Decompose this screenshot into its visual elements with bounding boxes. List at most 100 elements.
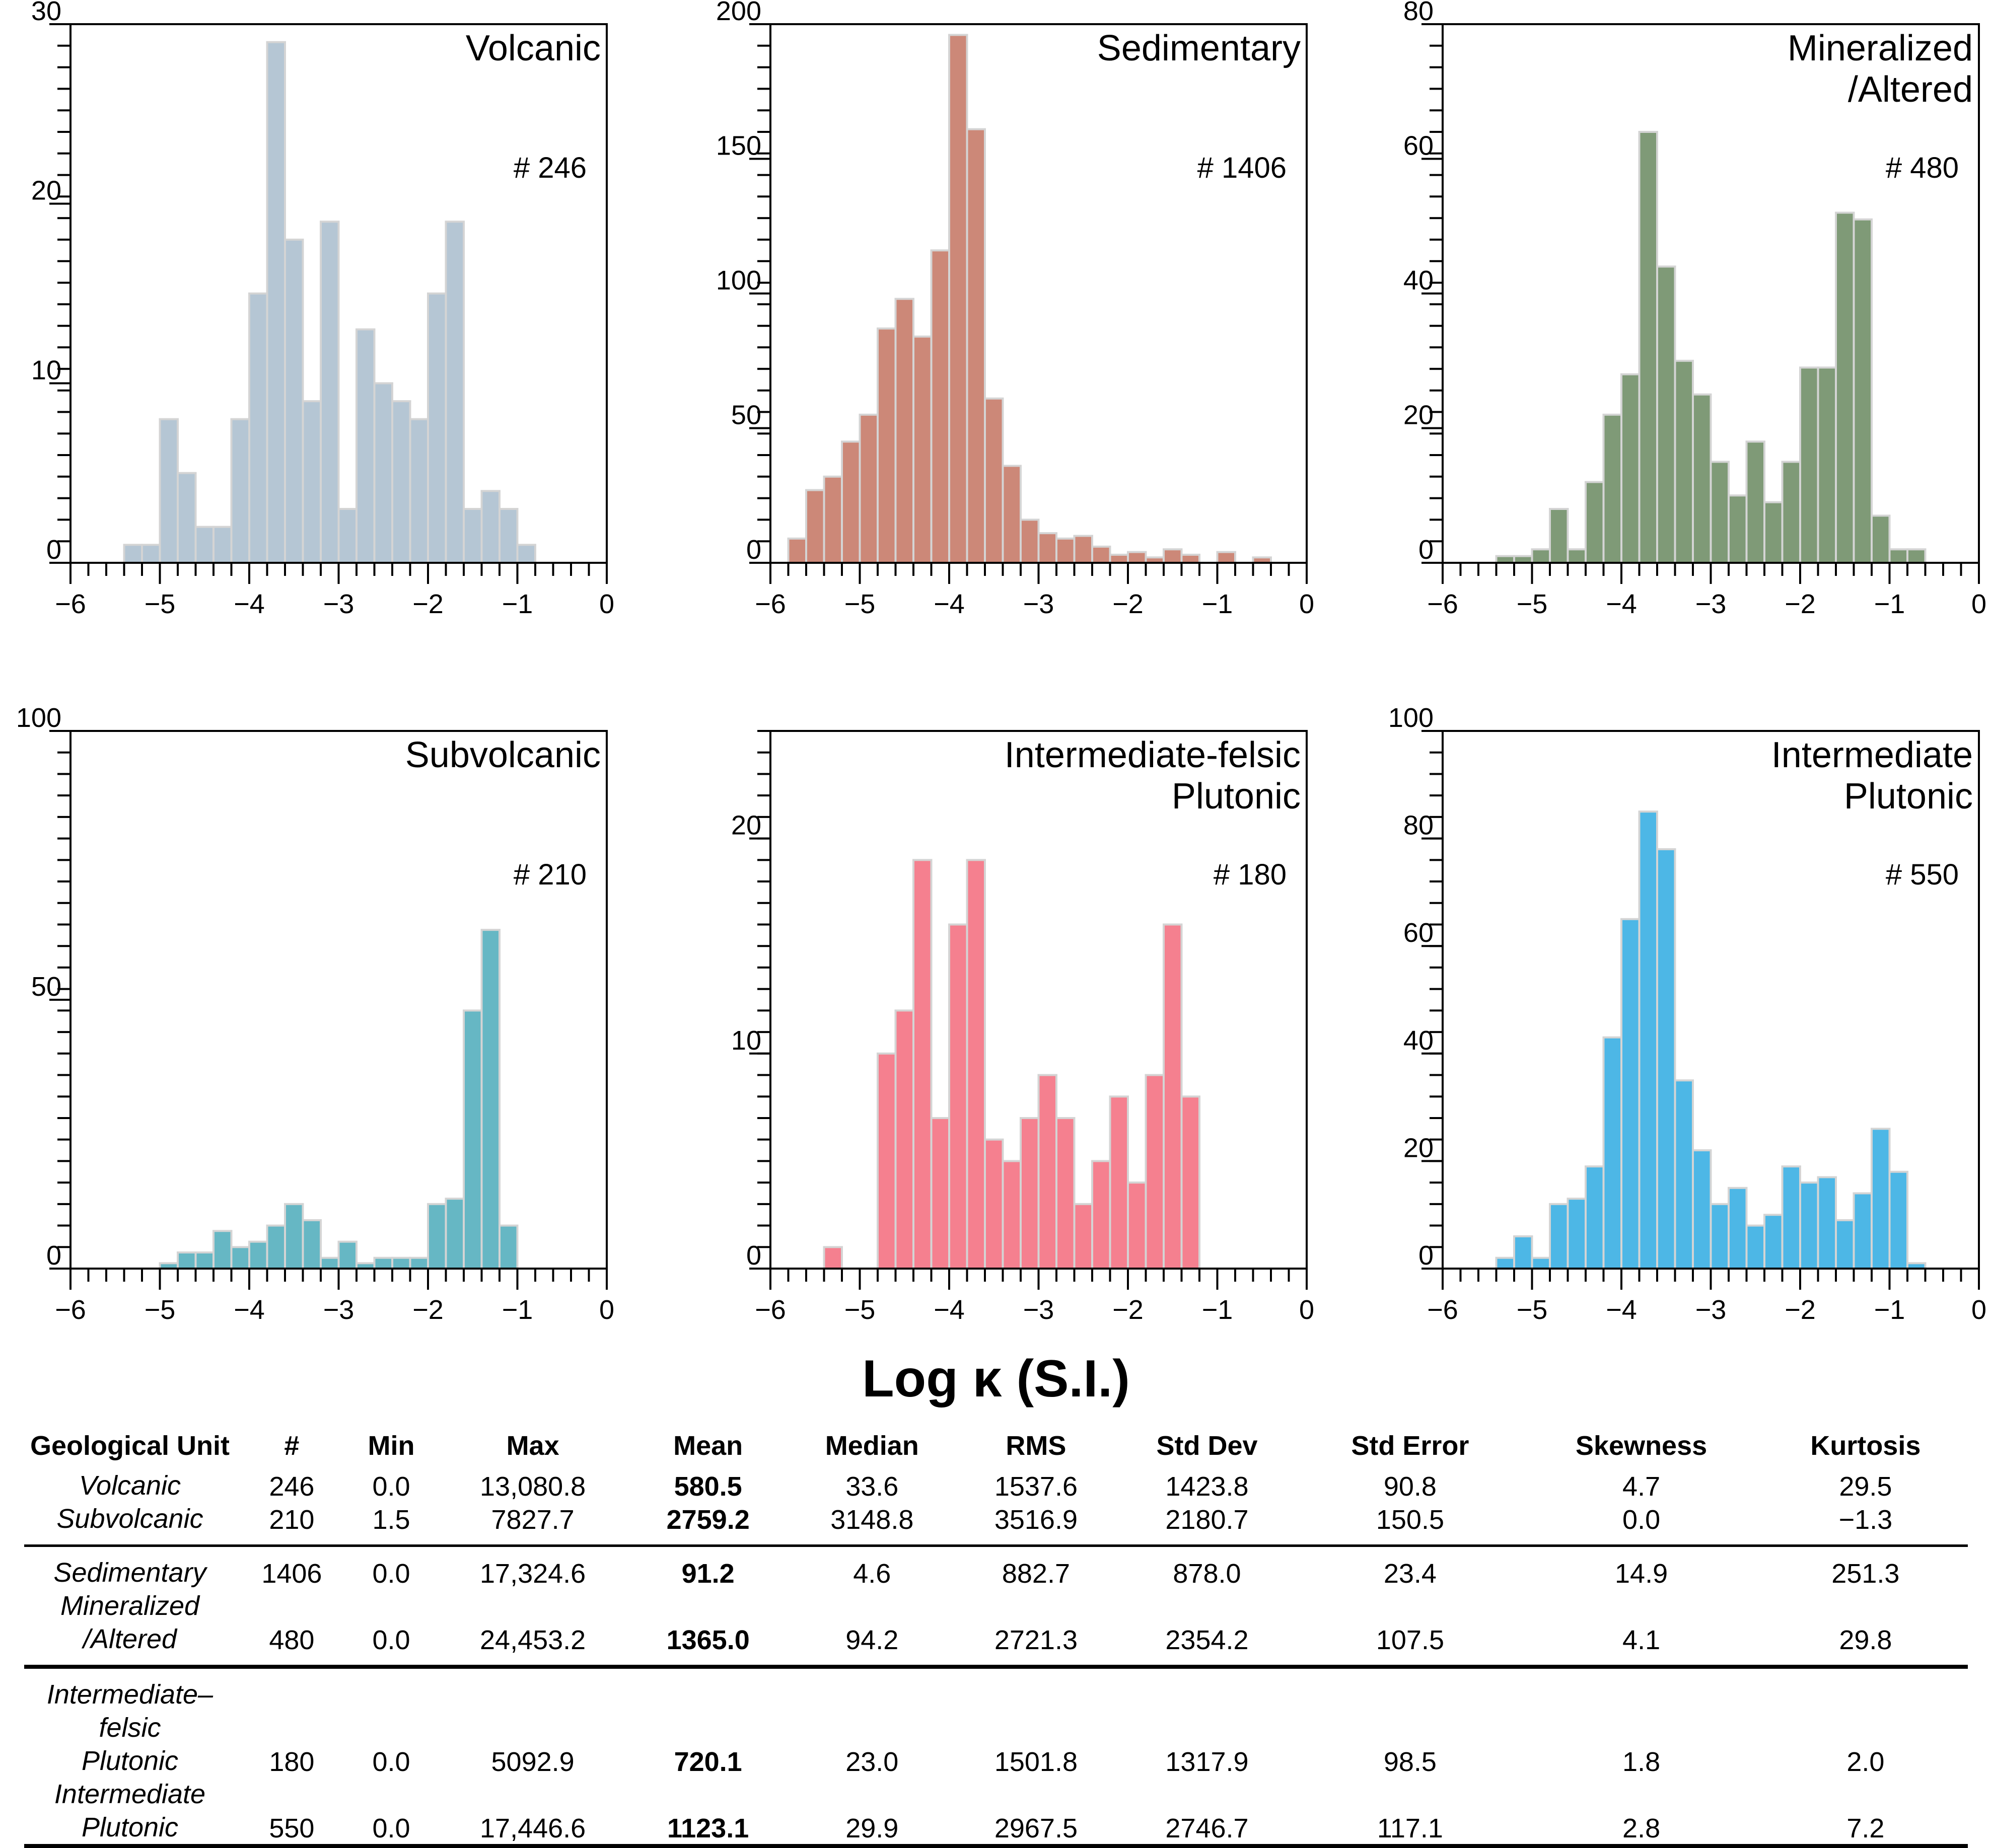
x-tick-label: −3: [1695, 589, 1727, 619]
cell-max: 24,453.2: [480, 1625, 586, 1655]
histogram-bar: [930, 249, 950, 564]
table-row-subvolcanic: Subvolcanic 210 1.5 7827.7 2759.2 3148.8…: [24, 1502, 1968, 1546]
cell-std-dev: 2354.2: [1165, 1625, 1249, 1655]
x-tick-label: 0: [599, 1295, 614, 1325]
histogram-bar: [123, 544, 143, 564]
header-std-dev: Std Dev: [1156, 1431, 1258, 1461]
x-tick-label: −3: [1695, 1295, 1727, 1325]
x-tick-label: −2: [1785, 589, 1816, 619]
panel-title: Intermediate-felsic: [1005, 735, 1301, 775]
plot-frame: [69, 730, 608, 1270]
table-row-intermediate-plutonic: Intermediate Plutonic 550 0.0 17,446.6 11…: [24, 1778, 1968, 1848]
histogram-bar: [1109, 553, 1129, 564]
histogram-bar: [230, 1246, 250, 1270]
histogram-bar: [355, 328, 376, 564]
histogram-bar: [1585, 481, 1605, 564]
y-tick-label: 0: [746, 1240, 761, 1271]
histogram-bar: [1020, 1117, 1040, 1270]
histogram-bar: [391, 400, 411, 564]
histogram-bar: [320, 220, 340, 564]
histogram-bar: [1656, 848, 1676, 1270]
x-tick-label: −4: [1606, 1295, 1637, 1325]
cell-rms: 2967.5: [959, 1778, 1113, 1848]
y-tick-label: 20: [1403, 1133, 1434, 1163]
y-tick-label: 50: [731, 400, 761, 430]
histogram-bar: [463, 508, 483, 564]
histogram-bar: [1037, 1074, 1057, 1270]
histogram-bar: [1495, 555, 1515, 564]
y-tick-label: 100: [716, 265, 761, 295]
histogram-bar: [1692, 393, 1712, 564]
histogram-bar: [1781, 1165, 1801, 1270]
cell-median: 4.6: [785, 1544, 959, 1589]
histogram-bar: [1656, 265, 1676, 564]
histogram-bar: [1835, 1219, 1855, 1270]
x-tick-label: −3: [1023, 589, 1054, 619]
y-tick-label: 60: [1403, 131, 1434, 161]
cell-std-dev: 2746.7: [1113, 1778, 1301, 1848]
histogram-panel: −6 −5 −4 −3 −2 −1 0 0 50 100 150 200 Sedimentary # 14…: [716, 0, 1314, 619]
header-geological-unit: Geological Unit: [30, 1431, 230, 1461]
y-tick-label: 60: [1403, 918, 1434, 948]
cell-kurtosis: −1.3: [1838, 1505, 1893, 1535]
x-tick-label: −2: [1112, 589, 1144, 619]
cell-unit: Subvolcanic: [56, 1504, 203, 1534]
cell-median: 94.2: [845, 1625, 899, 1655]
histogram-bar: [1853, 1192, 1873, 1270]
y-tick-label: 80: [1403, 810, 1434, 841]
cell-median: 3148.8: [830, 1505, 914, 1535]
panel-title: /Altered: [1848, 69, 1973, 110]
histogram-bar: [1763, 1214, 1784, 1270]
histogram-bar: [1871, 1128, 1891, 1270]
statistics-table: Geological Unit # Min Max Mean Median RM…: [24, 1423, 1968, 1848]
x-tick-label: −4: [1606, 589, 1637, 619]
x-tick-label: −6: [55, 1295, 86, 1325]
histogram-bar: [1871, 514, 1891, 564]
y-tick-label: 200: [716, 0, 761, 26]
histogram-bar: [787, 537, 807, 564]
histogram-bar: [284, 239, 304, 564]
histogram-bar: [1620, 918, 1641, 1270]
histogram-bar: [373, 1256, 393, 1270]
histogram-bar: [159, 418, 179, 564]
y-tick-label: 0: [1418, 535, 1434, 565]
cell-std-error: 117.1: [1301, 1778, 1520, 1848]
histogram-bar: [1888, 548, 1908, 564]
histogram-bar: [1799, 1181, 1819, 1270]
sample-count-label: # 550: [1886, 858, 1959, 891]
cell-mean: 1365.0: [666, 1625, 750, 1655]
histogram-bar: [1567, 548, 1587, 564]
y-tick-label: 100: [16, 703, 61, 733]
y-tick-label: 0: [46, 1240, 61, 1271]
y-tick-label: 0: [1418, 1240, 1434, 1271]
cell-std-error: 90.8: [1383, 1471, 1437, 1502]
cell-max: 13,080.8: [480, 1471, 586, 1502]
cell-count: 550: [236, 1778, 348, 1848]
histogram-bar: [894, 1009, 914, 1270]
cell-median: 29.9: [785, 1778, 959, 1848]
histogram-bar: [248, 1240, 268, 1270]
histogram-bar: [823, 475, 843, 564]
cell-std-error: 150.5: [1376, 1505, 1444, 1535]
header-std-error: Std Error: [1351, 1431, 1469, 1461]
header-min: Min: [368, 1431, 415, 1461]
cell-count: 210: [269, 1505, 315, 1535]
histogram-bar: [1549, 1203, 1569, 1270]
histogram-bar: [823, 1246, 843, 1270]
histogram-bar: [1531, 1256, 1551, 1270]
histogram-bar: [1567, 1198, 1587, 1270]
x-tick-label: −6: [55, 589, 86, 619]
x-tick-label: −6: [755, 589, 786, 619]
histogram-bar: [1055, 1117, 1076, 1270]
histogram-bar: [1602, 413, 1622, 564]
y-tick-label: 20: [31, 176, 61, 206]
x-tick-label: −4: [934, 589, 965, 619]
histogram-bar: [948, 923, 968, 1270]
y-tick-label: 40: [1403, 1025, 1434, 1056]
cell-mean: 91.2: [631, 1544, 786, 1589]
x-tick-label: 0: [599, 589, 614, 619]
cell-std-dev: 2180.7: [1165, 1505, 1249, 1535]
histogram-bar: [877, 1052, 897, 1270]
histogram-bar: [1549, 508, 1569, 564]
y-tick-label: 10: [731, 1025, 761, 1056]
